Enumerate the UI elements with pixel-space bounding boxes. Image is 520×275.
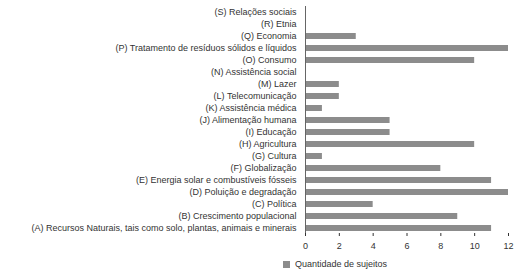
svg-text:(O) Consumo: (O) Consumo <box>242 55 296 65</box>
svg-text:(J) Alimentação humana: (J) Alimentação humana <box>199 115 296 125</box>
svg-text:(R) Etnia: (R) Etnia <box>261 19 297 29</box>
svg-text:10: 10 <box>470 241 480 251</box>
svg-text:4: 4 <box>371 241 376 251</box>
svg-text:2: 2 <box>337 241 342 251</box>
svg-text:(Q) Economia: (Q) Economia <box>241 31 297 41</box>
svg-text:6: 6 <box>404 241 409 251</box>
svg-text:8: 8 <box>438 241 443 251</box>
svg-text:(M) Lazer: (M) Lazer <box>258 79 297 89</box>
svg-text:(H) Agricultura: (H) Agricultura <box>239 139 297 149</box>
svg-text:12: 12 <box>503 241 513 251</box>
svg-text:(I) Educação: (I) Educação <box>245 127 296 137</box>
svg-text:(P) Tratamento de resíduos sól: (P) Tratamento de resíduos sólidos e líq… <box>115 43 297 53</box>
svg-text:(G) Cultura: (G) Cultura <box>252 151 297 161</box>
svg-text:0: 0 <box>303 241 308 251</box>
svg-text:(E) Energia solar e combustíve: (E) Energia solar e combustíveis fósseis <box>136 175 297 185</box>
svg-text:(B) Crescimento populacional: (B) Crescimento populacional <box>178 211 296 221</box>
svg-text:(F) Globalização: (F) Globalização <box>230 163 296 173</box>
svg-text:(S) Relações sociais: (S) Relações sociais <box>214 7 297 17</box>
svg-text:(A) Recursos Naturais, tais co: (A) Recursos Naturais, tais como solo, p… <box>31 223 297 233</box>
svg-text:(L) Telecomunicação: (L) Telecomunicação <box>214 91 297 101</box>
svg-text:(C) Política: (C) Política <box>252 199 297 209</box>
svg-text:(N) Assistência social: (N) Assistência social <box>211 67 297 77</box>
svg-text:(K) Assistência médica: (K) Assistência médica <box>205 103 296 113</box>
svg-text:(D) Poluição e degradação: (D) Poluição e degradação <box>189 187 296 197</box>
html-text:Quantidade de sujeitos: Quantidade de sujeitos <box>295 259 387 269</box>
